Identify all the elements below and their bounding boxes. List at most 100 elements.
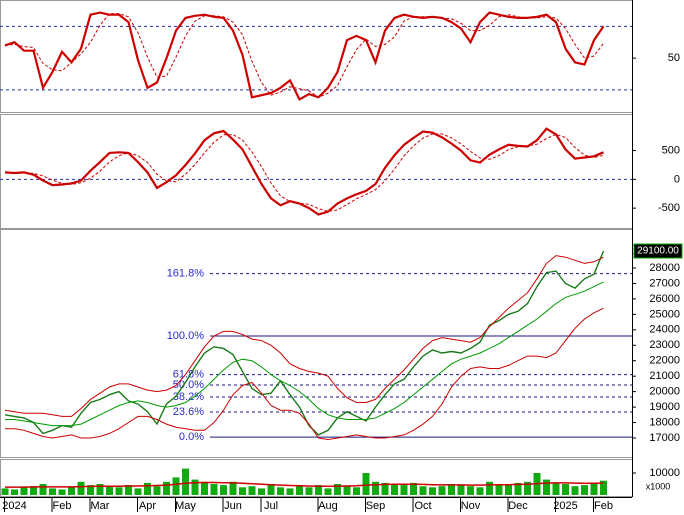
y-tick-label: 17000 <box>649 432 680 444</box>
fib-label: 161.8% <box>167 267 205 279</box>
y-tick-label: 21000 <box>649 370 680 382</box>
volume-bar <box>600 480 607 495</box>
volume-bar <box>134 488 142 495</box>
x-tick-label: Nov <box>461 500 481 512</box>
last-price-label: 29100.00 <box>637 246 679 257</box>
volume-bar <box>144 482 151 495</box>
y-tick-label: 500 <box>662 144 680 156</box>
y-tick-label: 0 <box>674 173 680 185</box>
fib-label: 0.0% <box>179 431 204 443</box>
volume-bar <box>229 481 237 495</box>
volume-bar <box>305 487 313 495</box>
volume-bar <box>419 486 427 495</box>
volume-bar <box>476 487 484 495</box>
y-tick-label: 19000 <box>649 401 680 413</box>
volume-bar <box>524 481 531 495</box>
volume-bar <box>153 486 161 495</box>
x-tick-label: Oct <box>414 500 431 512</box>
volume-bar <box>457 485 465 495</box>
x-tick-label: Aug <box>318 500 338 512</box>
volume-bar <box>58 489 66 495</box>
unit-label: x1000 <box>646 481 671 491</box>
y-tick-label: 25000 <box>649 308 680 320</box>
volume-bar <box>552 482 560 495</box>
volume-bar <box>590 484 598 495</box>
y-tick-label: 28000 <box>649 262 680 274</box>
volume-bar <box>1 488 9 495</box>
volume-bar <box>68 487 75 495</box>
volume-bar <box>486 481 493 495</box>
volume-bar <box>372 481 379 495</box>
volume-bar <box>87 485 94 495</box>
fib-label: 100.0% <box>167 330 205 342</box>
x-tick-label: Jul <box>264 500 278 512</box>
y-tick-label: 22000 <box>649 355 680 367</box>
volume-bar <box>381 482 389 495</box>
fib-label: 38.2% <box>173 391 204 403</box>
volume-bar <box>562 484 569 495</box>
volume-bar <box>182 468 189 495</box>
volume-bar <box>505 485 512 495</box>
volume-bar <box>106 486 113 495</box>
volume-bar <box>362 473 370 495</box>
volume-bar <box>467 486 474 495</box>
y-tick-label: 27000 <box>649 277 680 289</box>
x-tick-label: 2024 <box>2 500 26 512</box>
x-tick-label: Jun <box>224 500 242 512</box>
last-price-box <box>633 243 683 259</box>
band-line <box>5 281 604 427</box>
indicator-line <box>4 127 604 216</box>
volume-bar <box>258 488 265 495</box>
volume-bar <box>220 485 227 495</box>
volume-bar <box>324 488 332 495</box>
y-tick-label: -500 <box>658 202 680 214</box>
y-tick-label: 23000 <box>649 339 680 351</box>
volume-bar <box>210 484 218 495</box>
volume-ma-line <box>5 481 604 488</box>
x-tick-label: Feb <box>53 500 72 512</box>
volume-bar <box>334 484 341 495</box>
y-tick-label: 10000 <box>649 467 680 479</box>
x-tick-label: Sep <box>366 500 386 512</box>
x-tick-label: 2025 <box>553 500 577 512</box>
volume-bar <box>286 488 294 495</box>
x-tick-label: Feb <box>594 500 613 512</box>
volume-bar <box>543 479 550 495</box>
y-tick-label: 26000 <box>649 293 680 305</box>
fib-label: 23.6% <box>173 406 204 418</box>
volume-bar <box>201 481 208 495</box>
volume-bar <box>571 486 579 495</box>
volume-bar <box>410 482 417 495</box>
volume-bar <box>11 489 18 495</box>
volume-bar <box>115 487 123 495</box>
volume-bar <box>39 484 47 495</box>
signal-line <box>4 133 604 212</box>
volume-bar <box>514 482 522 495</box>
price-line <box>4 250 605 436</box>
volume-bar <box>277 487 284 495</box>
volume-bar <box>77 481 85 495</box>
volume-bar <box>163 481 170 495</box>
volume-bar <box>239 487 246 495</box>
volume-bar <box>315 485 322 495</box>
y-tick-label: 24000 <box>649 324 680 336</box>
fib-label: 61.8% <box>173 369 204 381</box>
volume-bar <box>391 484 398 495</box>
volume-bar <box>495 484 503 495</box>
band-line <box>5 307 604 441</box>
band-line <box>4 255 604 417</box>
volume-bar <box>353 487 360 495</box>
volume-bar <box>191 479 199 495</box>
volume-bar <box>248 486 256 495</box>
x-tick-label: May <box>175 500 196 512</box>
volume-bar <box>448 484 455 495</box>
signal-line <box>4 13 604 98</box>
y-tick-label: 50 <box>668 52 680 64</box>
y-tick-label: 18000 <box>649 416 680 428</box>
volume-bar <box>400 485 408 495</box>
x-tick-label: Apr <box>139 500 156 512</box>
volume-bar <box>49 488 56 495</box>
volume-bar <box>343 486 351 495</box>
volume-bar <box>438 486 446 495</box>
